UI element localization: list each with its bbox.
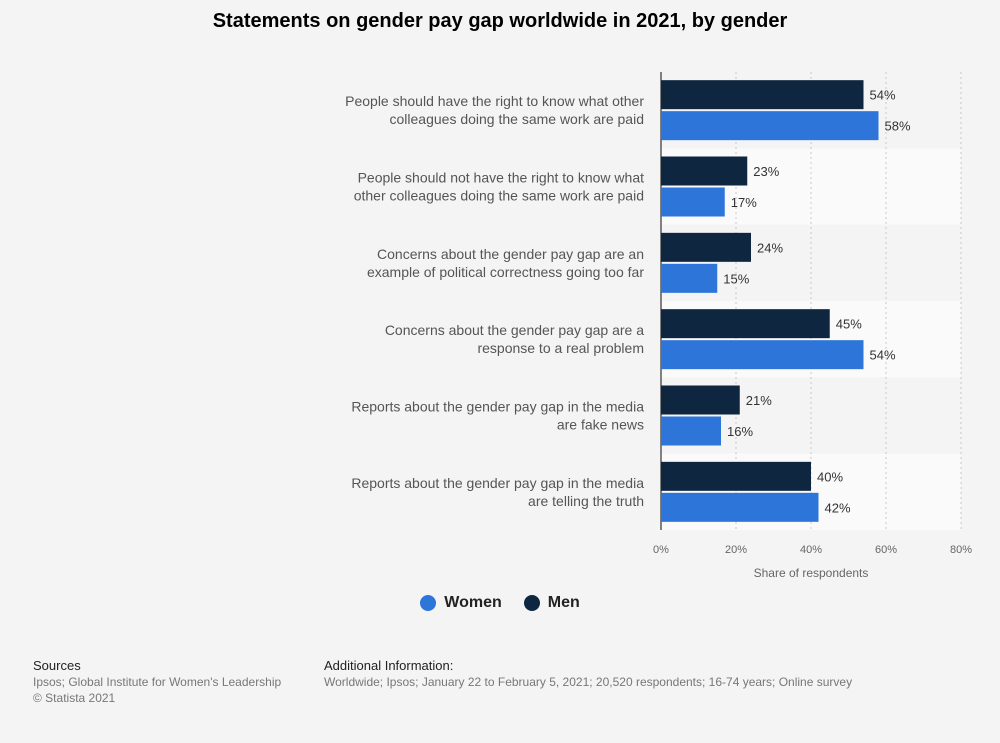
- bar-men: [661, 385, 740, 415]
- x-tick-label: 40%: [800, 544, 822, 556]
- data-label-women: 17%: [731, 195, 757, 210]
- data-label-men: 45%: [836, 317, 862, 332]
- legend-item-men[interactable]: Men: [523, 594, 580, 612]
- bar-men: [661, 80, 864, 110]
- legend-swatch-men: [523, 595, 540, 611]
- bar-women: [661, 187, 725, 217]
- legend-label-men: Men: [547, 594, 580, 611]
- category-label: are telling the truth: [528, 493, 644, 509]
- bar-men: [661, 461, 811, 491]
- data-label-men: 40%: [817, 469, 843, 484]
- x-tick-label: 60%: [875, 544, 897, 556]
- category-label: People should not have the right to know…: [358, 170, 645, 186]
- x-tick-label: 20%: [725, 544, 747, 556]
- data-label-women: 16%: [727, 424, 753, 439]
- category-label: example of political correctness going t…: [367, 264, 644, 280]
- additional-info-block: Additional Information: Worldwide; Ipsos…: [324, 658, 852, 690]
- category-label: Concerns about the gender pay gap are an: [377, 246, 644, 262]
- data-label-women: 15%: [723, 271, 749, 286]
- x-tick-label: 80%: [950, 544, 972, 556]
- bar-men: [661, 232, 751, 262]
- bar-women: [661, 111, 879, 141]
- category-label: colleagues doing the same work are paid: [390, 111, 645, 127]
- copyright-line: © Statista 2021: [33, 691, 116, 705]
- chart-title: Statements on gender pay gap worldwide i…: [212, 10, 788, 32]
- bar-men: [661, 309, 830, 339]
- data-label-men: 54%: [870, 88, 896, 103]
- bar-women: [661, 340, 864, 370]
- data-label-women: 42%: [825, 500, 851, 515]
- legend: Women Men: [0, 594, 1000, 612]
- x-axis-title: Share of respondents: [754, 566, 869, 580]
- bar-women: [661, 263, 718, 293]
- bar-men: [661, 156, 748, 186]
- sources-heading[interactable]: Sources: [33, 658, 81, 673]
- x-tick-label: 0%: [653, 544, 669, 556]
- data-label-men: 23%: [753, 164, 779, 179]
- legend-label-women: Women: [444, 594, 502, 611]
- additional-info-text: Worldwide; Ipsos; January 22 to February…: [324, 675, 853, 689]
- category-label: Concerns about the gender pay gap are a: [385, 322, 644, 338]
- bar-chart: 0% 20% 40% 60% 80% 54% 58% People should have t…: [345, 72, 972, 580]
- legend-swatch-women: [420, 595, 437, 611]
- bar-women: [661, 416, 721, 446]
- data-label-women: 54%: [870, 348, 896, 363]
- sources-line: Ipsos; Global Institute for Women's Lead…: [33, 675, 282, 689]
- legend-item-women[interactable]: Women: [420, 594, 502, 612]
- data-label-men: 24%: [757, 240, 783, 255]
- category-label: Reports about the gender pay gap in the …: [351, 475, 644, 491]
- additional-info-heading[interactable]: Additional Information:: [324, 658, 454, 673]
- category-label: People should have the right to know wha…: [345, 93, 644, 109]
- sources-block: Sources Ipsos; Global Institute for Wome…: [33, 658, 281, 706]
- data-label-men: 21%: [746, 393, 772, 408]
- category-label: other colleagues doing the same work are…: [354, 188, 644, 204]
- category-label: are fake news: [557, 417, 644, 433]
- category-label: Reports about the gender pay gap in the …: [351, 399, 644, 415]
- bar-women: [661, 492, 819, 522]
- data-label-women: 58%: [885, 119, 911, 134]
- category-label: response to a real problem: [477, 340, 644, 356]
